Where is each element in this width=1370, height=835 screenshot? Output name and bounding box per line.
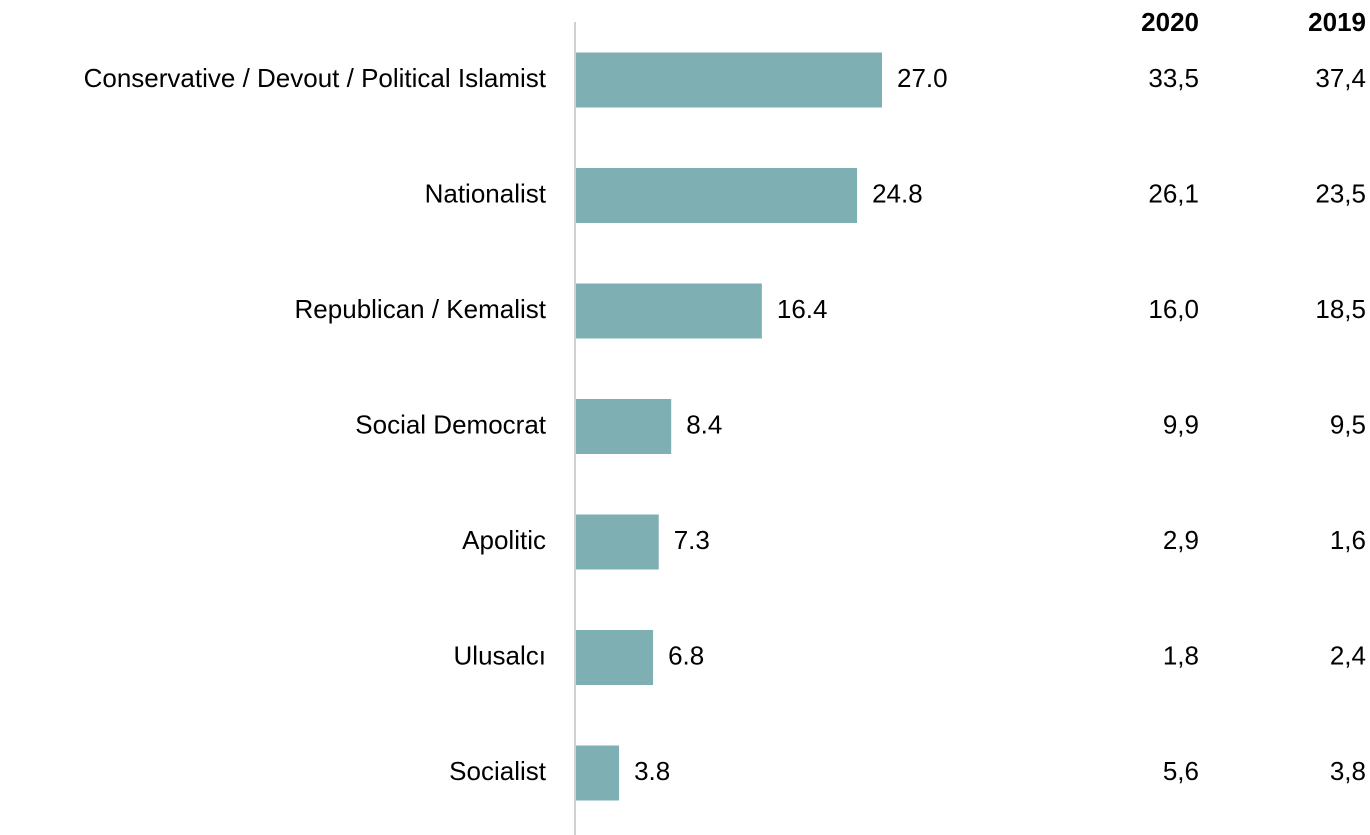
value-label: 27.0 bbox=[897, 63, 948, 93]
table-cell-2020: 5,6 bbox=[1163, 756, 1199, 786]
table-cell-2020: 16,0 bbox=[1148, 294, 1199, 324]
table-cell-2019: 37,4 bbox=[1315, 63, 1366, 93]
category-label: Republican / Kemalist bbox=[295, 294, 547, 324]
table-cell-2020: 1,8 bbox=[1163, 640, 1199, 670]
value-labels-group: 27.0 24.8 16.4 8.4 7.3 6.8 3.8 bbox=[634, 63, 948, 786]
category-label: Nationalist bbox=[425, 178, 547, 208]
bar bbox=[576, 168, 858, 223]
bar bbox=[576, 745, 620, 801]
table-cell-2019: 2,4 bbox=[1330, 640, 1366, 670]
bars-group bbox=[576, 52, 882, 801]
table-cell-2019: 18,5 bbox=[1315, 294, 1366, 324]
table-cell-2020: 2,9 bbox=[1163, 525, 1199, 555]
category-label: Social Democrat bbox=[355, 409, 547, 439]
value-label: 7.3 bbox=[674, 525, 710, 555]
table-header-2020: 2020 bbox=[1141, 7, 1199, 37]
table-cell-2020: 9,9 bbox=[1163, 409, 1199, 439]
value-label: 16.4 bbox=[777, 294, 828, 324]
bar bbox=[576, 514, 659, 570]
bar bbox=[576, 52, 882, 108]
value-label: 6.8 bbox=[668, 640, 704, 670]
value-label: 8.4 bbox=[686, 409, 722, 439]
category-label: Ulusalcı bbox=[454, 640, 546, 670]
category-label: Conservative / Devout / Political Islami… bbox=[84, 63, 547, 93]
bar bbox=[576, 283, 762, 339]
value-label: 24.8 bbox=[872, 178, 923, 208]
comparison-table: 2020 2019 33,5 37,4 26,1 23,5 16,0 18,5 9,9 9,5… bbox=[1141, 7, 1366, 786]
table-cell-2019: 23,5 bbox=[1315, 178, 1366, 208]
value-label: 3.8 bbox=[634, 756, 670, 786]
bar bbox=[576, 399, 672, 454]
table-cell-2020: 26,1 bbox=[1148, 178, 1199, 208]
table-cell-2019: 3,8 bbox=[1330, 756, 1366, 786]
category-labels-group: Conservative / Devout / Political Islami… bbox=[84, 63, 547, 786]
bar bbox=[576, 630, 654, 685]
category-label: Apolitic bbox=[462, 525, 546, 555]
table-cell-2020: 33,5 bbox=[1148, 63, 1199, 93]
category-label: Socialist bbox=[449, 756, 547, 786]
table-header-2019: 2019 bbox=[1308, 7, 1366, 37]
table-cell-2019: 1,6 bbox=[1330, 525, 1366, 555]
table-cell-2019: 9,5 bbox=[1330, 409, 1366, 439]
